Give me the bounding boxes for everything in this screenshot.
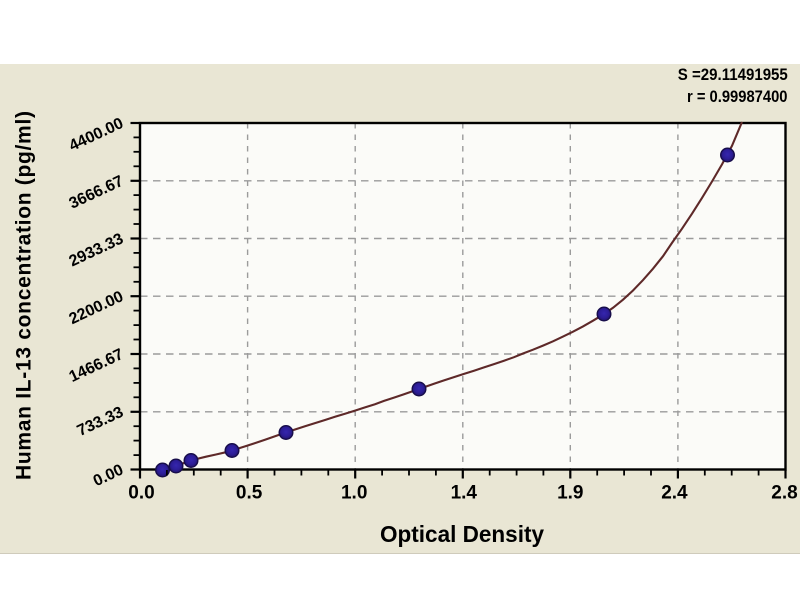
svg-text:2200.00: 2200.00: [67, 288, 127, 328]
svg-text:r = 0.99987400: r = 0.99987400: [687, 87, 788, 106]
svg-text:733.33: 733.33: [75, 404, 127, 440]
svg-text:0.00: 0.00: [91, 461, 126, 490]
svg-text:2.4: 2.4: [661, 483, 688, 504]
svg-text:1.0: 1.0: [341, 483, 367, 504]
svg-text:3666.67: 3666.67: [67, 173, 127, 213]
svg-text:S =29.11491955: S =29.11491955: [678, 65, 788, 84]
svg-text:4400.00: 4400.00: [67, 115, 127, 155]
svg-text:2933.33: 2933.33: [67, 230, 127, 270]
svg-text:1.4: 1.4: [451, 483, 478, 504]
svg-text:2.8: 2.8: [771, 483, 797, 504]
svg-text:0.5: 0.5: [236, 483, 263, 504]
svg-text:0.0: 0.0: [128, 483, 154, 504]
svg-text:1466.67: 1466.67: [67, 346, 127, 386]
svg-text:Human IL-13 concentration (pg/: Human IL-13 concentration (pg/ml): [13, 111, 36, 480]
svg-text:Optical Density: Optical Density: [380, 521, 544, 547]
svg-text:1.9: 1.9: [557, 483, 583, 504]
